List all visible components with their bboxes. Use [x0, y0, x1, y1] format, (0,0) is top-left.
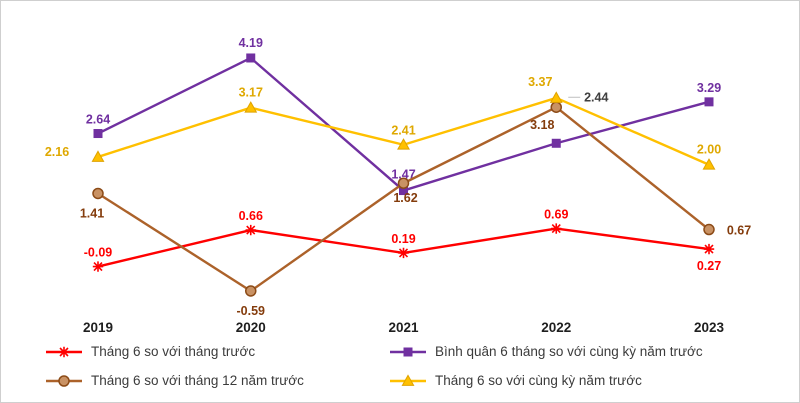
circle-marker-icon — [245, 285, 257, 297]
legend-circle-marker-icon — [45, 374, 83, 388]
legend-label: Bình quân 6 tháng so với cùng kỳ năm trư… — [435, 344, 703, 359]
x-axis-label: 2020 — [236, 320, 266, 335]
triangle-marker-icon — [91, 150, 105, 162]
x-axis-label: 2021 — [388, 320, 419, 335]
triangle-marker-icon — [401, 373, 415, 386]
asterisk-marker-icon — [58, 346, 70, 357]
value-label: 3.29 — [697, 81, 721, 95]
x-axis-label: 2023 — [694, 320, 725, 335]
line-chart-plot: -0.09 0.66 0.19 0.69 0.27 2.64 4.19 1.47 2.44 3.2… — [45, 36, 751, 335]
value-label: 3.18 — [530, 118, 554, 132]
value-label: 1.62 — [393, 191, 417, 205]
triangle-marker-icon — [549, 91, 563, 103]
value-label: 1.41 — [80, 206, 104, 220]
asterisk-marker-icon — [398, 247, 409, 259]
value-label: 0.67 — [727, 224, 751, 238]
legend-line-sample — [390, 347, 426, 356]
value-label: 3.17 — [239, 86, 263, 100]
triangle-marker-icon — [244, 101, 258, 113]
chart-legend: Tháng 6 so với tháng trước Bình quân 6 t… — [1, 337, 799, 395]
value-label: -0.59 — [237, 304, 266, 318]
circle-marker-icon — [703, 223, 715, 236]
legend-line-sample — [46, 346, 82, 357]
legend-item-binh-quan-6-thang: Bình quân 6 tháng so với cùng kỳ năm trư… — [389, 337, 799, 366]
value-label: 4.19 — [239, 36, 263, 50]
legend-triangle-marker-icon — [389, 373, 427, 388]
circle-marker-icon — [92, 187, 104, 200]
legend-label: Tháng 6 so với cùng kỳ năm trước — [435, 373, 642, 388]
legend-item-thang-12-nam-truoc: Tháng 6 so với tháng 12 năm trước — [45, 366, 389, 395]
asterisk-marker-icon — [245, 224, 256, 236]
value-label: 0.69 — [544, 208, 568, 222]
square-marker-icon — [399, 186, 408, 196]
square-marker-icon — [551, 138, 561, 148]
value-label: 0.19 — [391, 232, 415, 246]
value-label: 2.00 — [697, 143, 721, 157]
square-marker-icon — [246, 53, 256, 63]
value-label: 0.27 — [697, 259, 721, 273]
x-axis-label: 2022 — [541, 320, 571, 335]
value-label: 2.41 — [391, 124, 415, 138]
asterisk-marker-icon — [92, 261, 104, 272]
value-label: 0.66 — [239, 209, 263, 223]
asterisk-marker-icon — [703, 243, 715, 255]
circle-marker-icon — [58, 374, 70, 387]
value-label: 1.47 — [391, 168, 415, 182]
legend-line-sample — [390, 373, 426, 386]
circle-marker-icon — [397, 177, 410, 189]
legend-label: Tháng 6 so với tháng trước — [91, 344, 256, 359]
value-label: 2.64 — [86, 113, 110, 127]
legend-asterisk-marker-icon — [45, 345, 83, 359]
legend-line-sample — [46, 374, 82, 387]
triangle-marker-icon — [702, 158, 716, 170]
x-axis-label: 2019 — [83, 320, 113, 335]
legend-square-marker-icon — [389, 345, 427, 359]
triangle-marker-icon — [397, 138, 410, 150]
value-label: -0.09 — [84, 246, 113, 260]
value-label: 3.37 — [528, 75, 552, 89]
circle-marker-icon — [550, 101, 562, 113]
legend-label: Tháng 6 so với tháng 12 năm trước — [91, 373, 304, 388]
legend-item-thang-truoc: Tháng 6 so với tháng trước — [45, 337, 389, 366]
square-marker-icon — [704, 97, 714, 107]
value-label: 2.16 — [45, 145, 69, 159]
square-marker-icon — [93, 129, 103, 139]
legend-item-cung-ky-nam-truoc: Tháng 6 so với cùng kỳ năm trước — [389, 366, 799, 395]
asterisk-marker-icon — [551, 223, 562, 234]
value-label: 2.44 — [584, 90, 608, 104]
square-marker-icon — [403, 347, 413, 356]
